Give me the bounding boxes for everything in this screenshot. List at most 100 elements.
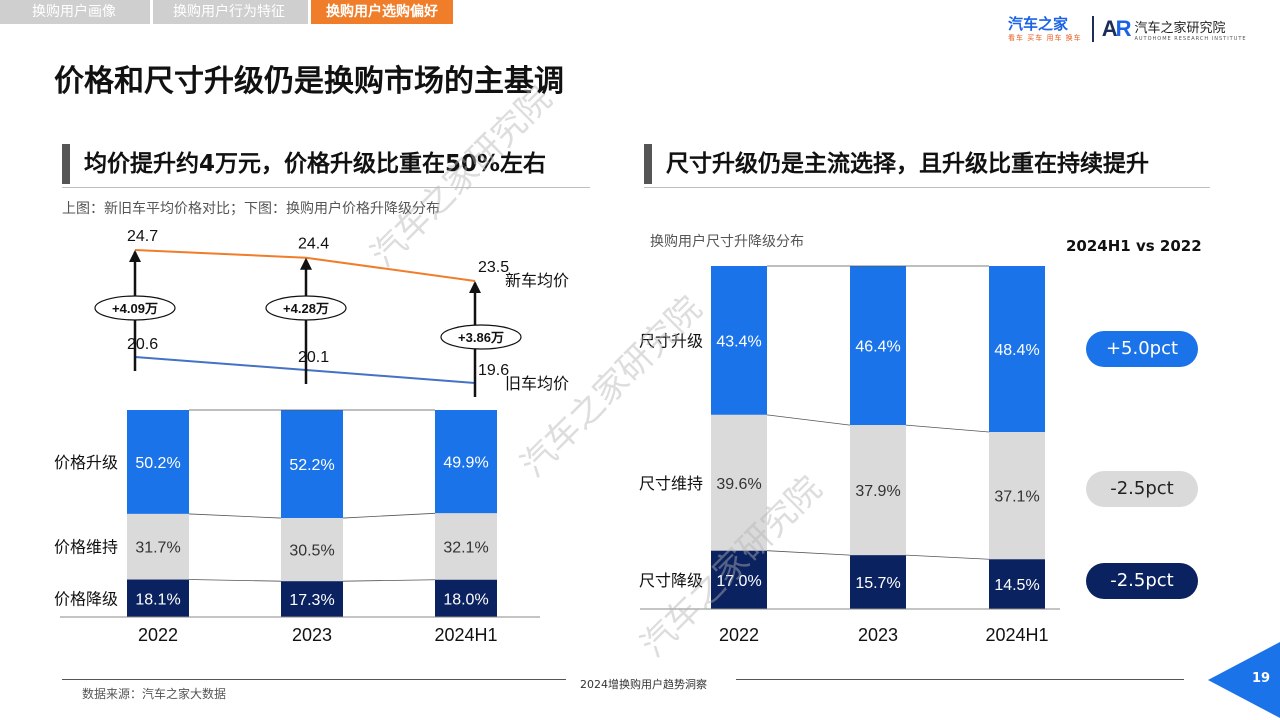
price-series-label: 价格降级 bbox=[54, 590, 118, 608]
size-category-label: 2023 bbox=[858, 625, 898, 645]
price-diff-label: +4.09万 bbox=[112, 301, 158, 316]
size-bar-segment bbox=[850, 555, 906, 609]
section-tabs: 换购用户画像 换购用户行为特征 换购用户选购偏好 bbox=[0, 0, 456, 24]
size-bar-label: 46.4% bbox=[855, 339, 900, 356]
price-bar-segment bbox=[281, 410, 343, 519]
price-series-label: 价格升级 bbox=[54, 454, 118, 472]
size-series-label: 尺寸维持 bbox=[639, 475, 703, 493]
price-bar-label: 30.5% bbox=[289, 543, 334, 560]
price-bar-label: 18.0% bbox=[443, 591, 488, 608]
size-bar-label: 39.6% bbox=[716, 476, 761, 493]
institute-name-en: AUTOHOME RESEARCH INSTITUTE bbox=[1134, 35, 1247, 42]
price-connector bbox=[188, 579, 282, 582]
right-heading-divider bbox=[644, 187, 1210, 188]
size-bar-label: 14.5% bbox=[994, 577, 1039, 594]
tab-user-behavior[interactable]: 换购用户行为特征 bbox=[153, 0, 308, 24]
downgrade-delta-pill: -2.5pct bbox=[1086, 563, 1198, 599]
size-bar-label: 37.1% bbox=[994, 489, 1039, 506]
size-bar-label: 37.9% bbox=[855, 483, 900, 500]
left-section-heading: 均价提升约4万元，价格升级比重在50%左右 bbox=[62, 144, 546, 184]
old-price-label: 19.6 bbox=[478, 362, 509, 379]
price-bar-label: 32.1% bbox=[443, 540, 488, 557]
upgrade-delta-pill: +5.0pct bbox=[1086, 331, 1198, 367]
left-heading-divider bbox=[62, 187, 590, 188]
page-number: 19 bbox=[1252, 671, 1271, 686]
page-title: 价格和尺寸升级仍是换购市场的主基调 bbox=[54, 64, 564, 99]
footer-divider-left bbox=[62, 679, 566, 680]
keep-delta-pill: -2.5pct bbox=[1086, 471, 1198, 507]
old-price-label: 20.1 bbox=[298, 349, 329, 366]
price-diff-label: +4.28万 bbox=[283, 301, 329, 316]
data-source: 数据来源：汽车之家大数据 bbox=[82, 687, 227, 701]
footer-divider-right bbox=[736, 679, 1184, 680]
autohome-logo: 汽车之家 看车 买车 用车 换车 bbox=[1008, 14, 1082, 43]
size-bar-segment bbox=[711, 266, 767, 415]
price-bar-segment bbox=[127, 513, 189, 580]
size-bar-label: 43.4% bbox=[716, 333, 761, 350]
compare-header: 2024H1 vs 2022 bbox=[1066, 237, 1202, 255]
size-bar-label: 15.7% bbox=[855, 575, 900, 592]
price-connector bbox=[342, 512, 436, 519]
price-diff-ellipse bbox=[265, 295, 347, 321]
size-connector bbox=[766, 414, 851, 426]
price-diff-label: +3.86万 bbox=[458, 330, 504, 345]
left-chart-note: 上图：新旧车平均价格对比；下图：换购用户价格升降级分布 bbox=[62, 201, 440, 217]
size-bar-segment bbox=[850, 266, 906, 426]
size-bar-segment bbox=[711, 550, 767, 609]
size-bar-segment bbox=[850, 425, 906, 556]
size-series-label: 尺寸降级 bbox=[639, 572, 703, 590]
brand-name: 汽车之家 bbox=[1008, 14, 1069, 33]
size-bar-label: 17.0% bbox=[716, 573, 761, 590]
price-category-label: 2023 bbox=[292, 625, 332, 645]
new-price-label: 24.7 bbox=[127, 228, 158, 245]
size-bar-segment bbox=[989, 559, 1045, 609]
tab-purchase-preference[interactable]: 换购用户选购偏好 bbox=[311, 0, 453, 24]
new-price-legend: 新车均价 bbox=[505, 272, 569, 290]
size-connector bbox=[905, 554, 990, 560]
brand-logo: 汽车之家 看车 买车 用车 换车 AR 汽车之家研究院 AUTOHOME RES… bbox=[1008, 12, 1247, 46]
price-bar-segment bbox=[435, 579, 497, 617]
size-category-label: 2022 bbox=[719, 625, 759, 645]
price-connector bbox=[342, 579, 436, 582]
price-diff-ellipse bbox=[440, 324, 522, 350]
size-connector bbox=[766, 550, 851, 556]
price-bar-segment bbox=[435, 410, 497, 514]
brand-slogan: 看车 买车 用车 换车 bbox=[1008, 33, 1082, 42]
price-bar-label: 18.1% bbox=[135, 591, 180, 608]
price-category-label: 2022 bbox=[138, 625, 178, 645]
new-price-label: 23.5 bbox=[478, 259, 509, 276]
price-bar-label: 50.2% bbox=[135, 455, 180, 472]
price-bar-segment bbox=[435, 513, 497, 580]
price-diff-ellipse bbox=[94, 295, 176, 321]
price-series-label: 价格维持 bbox=[54, 539, 118, 557]
price-bar-label: 17.3% bbox=[289, 592, 334, 609]
new-price-label: 24.4 bbox=[298, 236, 329, 253]
price-bar-segment bbox=[281, 581, 343, 617]
tab-user-profile[interactable]: 换购用户画像 bbox=[0, 0, 150, 24]
report-name: 2024增换购用户趋势洞察 bbox=[580, 678, 707, 691]
size-bar-segment bbox=[989, 266, 1045, 433]
logo-divider bbox=[1091, 16, 1094, 42]
price-bar-segment bbox=[127, 410, 189, 514]
size-chart-caption: 换购用户尺寸升降级分布 bbox=[650, 234, 804, 250]
size-category-label: 2024H1 bbox=[985, 625, 1048, 645]
price-category-label: 2024H1 bbox=[434, 625, 497, 645]
right-section-heading: 尺寸升级仍是主流选择，且升级比重在持续提升 bbox=[644, 144, 1149, 184]
institute-name: 汽车之家研究院 bbox=[1134, 20, 1226, 36]
price-bar-label: 52.2% bbox=[289, 457, 334, 474]
size-bar-segment bbox=[989, 432, 1045, 560]
price-bar-label: 31.7% bbox=[135, 540, 180, 557]
old-price-label: 20.6 bbox=[127, 336, 158, 353]
price-bar-segment bbox=[281, 518, 343, 582]
arrow-head bbox=[300, 257, 312, 270]
size-series-label: 尺寸升级 bbox=[639, 332, 703, 350]
arrow-head bbox=[129, 250, 141, 262]
price-bar-segment bbox=[127, 579, 189, 617]
price-bar-label: 49.9% bbox=[443, 455, 488, 472]
size-bar-segment bbox=[711, 414, 767, 551]
ar-logo-icon: AR bbox=[1101, 16, 1132, 41]
page-number-badge bbox=[1208, 642, 1280, 718]
institute-logo: 汽车之家研究院 AUTOHOME RESEARCH INSTITUTE bbox=[1134, 17, 1246, 42]
